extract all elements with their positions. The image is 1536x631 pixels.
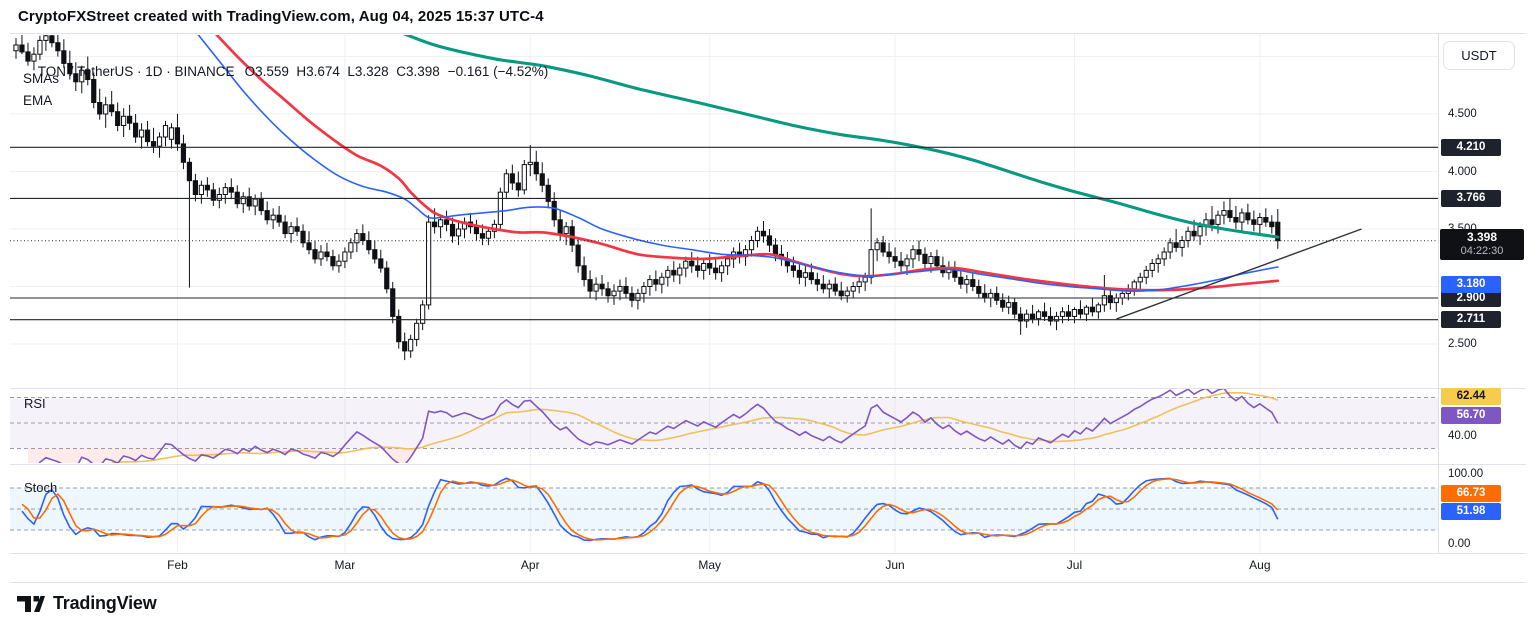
stoch-k-line	[21, 477, 1279, 542]
price-tick-4.500: 4.500	[1448, 108, 1477, 120]
price-tick-4.000: 4.000	[1448, 165, 1477, 178]
month-label-Mar: Mar	[334, 558, 356, 572]
currency-button[interactable]: USDT	[1443, 41, 1515, 70]
level-badge-2.900: 2.900	[1441, 289, 1501, 307]
tradingview-mark-icon	[17, 595, 45, 612]
pane-separator-main-rsi[interactable]	[10, 388, 1526, 389]
attribution-text: CryptoFXStreet created with TradingView.…	[18, 8, 544, 25]
symbol-title[interactable]: TON / TetherUS · 1D · BINANCE	[37, 64, 235, 79]
last-price-value: 3.398	[1466, 229, 1498, 244]
candlestick-series	[13, 35, 1281, 361]
time-axis-border	[10, 553, 1526, 554]
tradingview-logo[interactable]: TradingView	[16, 593, 157, 614]
rsi-oversold-fill	[28, 448, 1278, 463]
month-label-Aug: Aug	[1249, 558, 1271, 572]
pane-separator-rsi-stoch[interactable]	[10, 464, 1526, 465]
chart-canvas[interactable]	[10, 34, 1526, 583]
stoch-d-badge: 66.73	[1441, 484, 1501, 502]
countdown-timer: 04:22:30	[1460, 244, 1504, 257]
chart-widget: TON / TetherUS · 1D · BINANCE O3.559 H3.6…	[10, 33, 1526, 583]
ema-legend[interactable]: EMA	[23, 93, 53, 108]
rsi-value-badge: 56.70	[1441, 406, 1501, 424]
stoch-pane-label[interactable]: Stoch	[24, 480, 58, 495]
month-label-Apr: Apr	[520, 558, 540, 572]
tradingview-logo-text: TradingView	[53, 593, 157, 613]
price-axis-border	[1438, 34, 1439, 553]
symbol-legend[interactable]: TON / TetherUS · 1D · BINANCE O3.559 H3.6…	[23, 49, 549, 94]
ma-line-ema_blue	[197, 35, 1279, 292]
level-badge-2.711: 2.711	[1441, 311, 1501, 329]
stoch-tick-100: 100.00	[1448, 468, 1484, 480]
stoch-tick-0: 0.00	[1448, 538, 1471, 550]
smas-legend[interactable]: SMAs	[23, 71, 60, 86]
change-value: −0.161 (−4.52%)	[447, 64, 549, 79]
ohlc-values: O3.559 H3.674 L3.328 C3.398	[244, 64, 440, 79]
rsi-line	[38, 389, 1279, 463]
level-badge-4.210: 4.210	[1441, 138, 1501, 156]
stoch-d-line	[21, 477, 1279, 541]
trendline	[1116, 228, 1362, 320]
rsi-pane-label[interactable]: RSI	[24, 396, 46, 411]
level-badge-3.766: 3.766	[1441, 189, 1501, 207]
month-label-Jul: Jul	[1066, 558, 1083, 572]
last-price-badge: 3.398 04:22:30	[1440, 228, 1524, 260]
month-label-May: May	[698, 558, 721, 572]
rsi-tick-40: 40.00	[1448, 429, 1477, 442]
rsi-ma-badge: 62.44	[1441, 387, 1501, 405]
price-tick-2.500: 2.500	[1448, 338, 1477, 350]
month-label-Jun: Jun	[885, 558, 905, 572]
ma-line-sma_red	[215, 35, 1280, 292]
month-label-Feb: Feb	[167, 558, 188, 572]
ma-line-sma_green	[403, 35, 1280, 239]
ema-value-badge: 3.180	[1441, 275, 1501, 293]
chart-bottom-border	[10, 582, 1526, 583]
stoch-k-badge: 51.98	[1441, 502, 1501, 520]
